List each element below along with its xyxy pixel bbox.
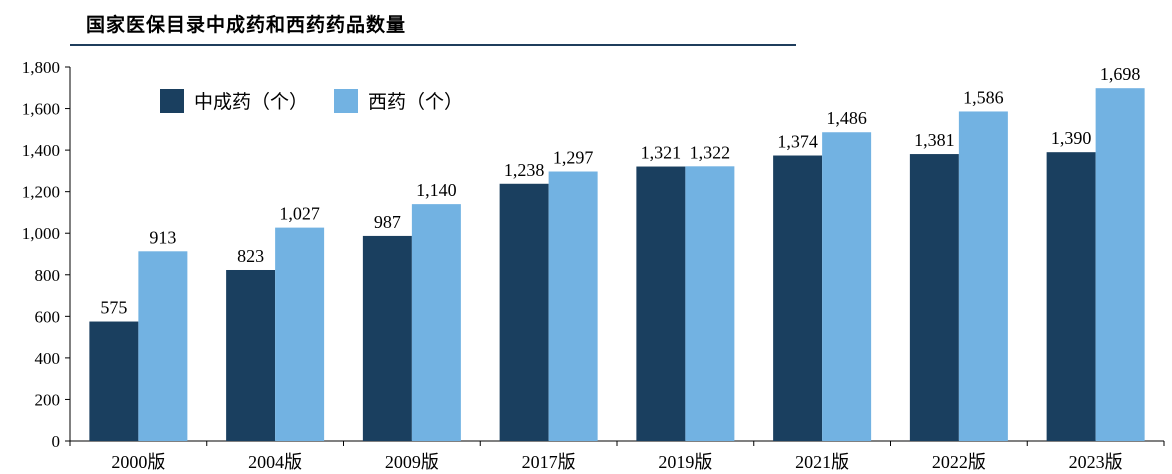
bar-series-1: [822, 132, 872, 441]
bar-series-1: [411, 204, 461, 441]
x-tick-label: 2017版: [522, 452, 576, 472]
x-tick-label: 2021版: [795, 452, 849, 472]
legend-label: 西药（个）: [368, 91, 463, 113]
y-tick-label: 1,800: [22, 58, 60, 77]
y-tick-label: 400: [35, 349, 61, 368]
bar-series-1: [685, 166, 735, 441]
y-tick-label: 800: [35, 266, 61, 285]
legend-swatch: [334, 89, 358, 113]
bar-series-1: [1095, 88, 1145, 442]
legend-label: 中成药（个）: [194, 91, 308, 113]
bar-series-0: [773, 155, 823, 441]
bar-series-1: [275, 227, 325, 441]
bar-series-0: [636, 166, 686, 441]
data-label: 1,297: [553, 148, 594, 168]
y-tick-label: 200: [35, 390, 61, 409]
data-label: 1,238: [504, 160, 545, 180]
bar-series-0: [362, 235, 412, 441]
data-label: 1,381: [914, 130, 955, 150]
y-tick-label: 1,600: [22, 100, 60, 119]
y-tick-label: 600: [35, 307, 61, 326]
data-label: 823: [237, 246, 264, 266]
bar-series-0: [499, 183, 549, 441]
data-label: 1,486: [826, 108, 867, 128]
x-tick-label: 2019版: [658, 452, 712, 472]
bar-series-0: [909, 154, 959, 441]
x-tick-label: 2022版: [932, 452, 986, 472]
data-label: 1,374: [777, 132, 818, 152]
bar-series-0: [226, 269, 276, 441]
data-label: 1,027: [279, 204, 320, 224]
x-tick-label: 2009版: [385, 452, 439, 472]
x-tick-label: 2004版: [248, 452, 302, 472]
data-label: 1,390: [1051, 128, 1092, 148]
data-label: 913: [149, 227, 176, 247]
data-label: 1,321: [641, 143, 682, 163]
data-label: 987: [374, 212, 401, 232]
y-tick-label: 1,400: [22, 141, 60, 160]
legend-swatch: [160, 89, 184, 113]
y-tick-label: 0: [52, 432, 61, 451]
x-tick-label: 2023版: [1069, 452, 1123, 472]
bar-series-0: [89, 321, 139, 441]
data-label: 1,586: [963, 87, 1004, 107]
bar-series-0: [1046, 152, 1096, 441]
data-label: 575: [100, 298, 127, 318]
x-tick-label: 2000版: [111, 452, 165, 472]
bar-series-1: [958, 111, 1008, 441]
bar-series-1: [138, 251, 188, 441]
bar-series-1: [548, 171, 598, 442]
title-underline: [70, 44, 796, 46]
chart-title: 国家医保目录中成药和西药药品数量: [86, 14, 407, 36]
y-tick-label: 1,000: [22, 224, 60, 243]
y-tick-label: 1,200: [22, 183, 60, 202]
data-label: 1,322: [690, 142, 731, 162]
data-label: 1,698: [1100, 64, 1141, 84]
data-label: 1,140: [416, 180, 457, 200]
